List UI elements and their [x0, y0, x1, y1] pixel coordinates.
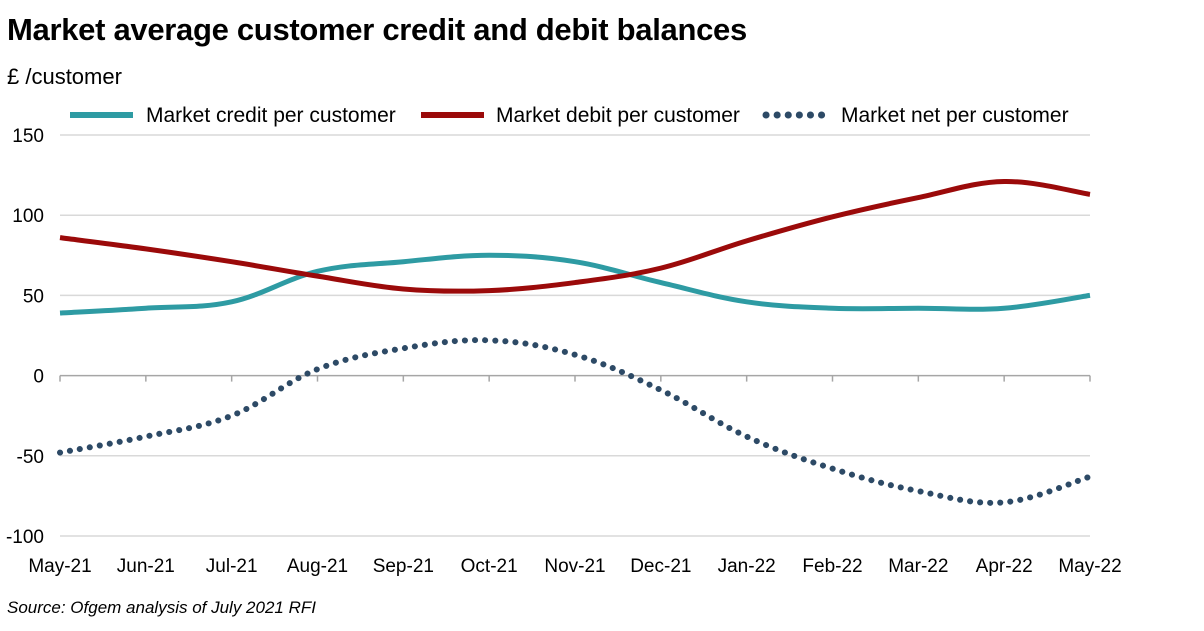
y-tick-label: -50 [17, 447, 44, 468]
x-tick-label: Oct-21 [461, 556, 518, 577]
series-line-1 [59, 252, 1091, 316]
chart-title: Market average customer credit and debit… [7, 12, 747, 47]
x-tick-label: May-22 [1058, 556, 1121, 577]
x-tick-label: Jan-22 [718, 556, 776, 577]
x-tick-label: May-21 [28, 556, 91, 577]
data-point [145, 436, 146, 437]
x-tick-label: Dec-21 [630, 556, 691, 577]
x-tick-label: Feb-22 [802, 556, 862, 577]
legend-label: Market debit per customer [496, 104, 740, 127]
y-tick-label: -100 [6, 527, 44, 548]
x-tick-label: Jul-21 [206, 556, 258, 577]
series-lines [57, 179, 1093, 506]
series-line-3 [57, 337, 1093, 506]
x-tick-label: Aug-21 [287, 556, 348, 577]
legend-item-2: Market debit per customer [421, 104, 740, 127]
x-tick-label: Apr-22 [976, 556, 1033, 577]
y-tick-label: 0 [33, 367, 44, 388]
legend: Market credit per customer Market debit p… [70, 104, 1069, 127]
legend-item-1: Market credit per customer [70, 104, 396, 127]
x-tick-label: Nov-21 [544, 556, 605, 577]
x-axis [59, 374, 1091, 382]
legend-label: Market net per customer [841, 104, 1069, 127]
data-point [489, 340, 490, 341]
data-point [231, 415, 232, 416]
y-axis-ticks: 150 100 50 0 -50 -100 [6, 126, 44, 548]
y-tick-label: 100 [12, 206, 44, 227]
y-tick-label: 50 [23, 286, 44, 307]
legend-item-3: Market net per customer [762, 104, 1069, 127]
x-tick-label: Jun-21 [117, 556, 175, 577]
legend-label: Market credit per customer [146, 104, 396, 127]
series-line-2 [59, 179, 1091, 294]
x-axis-ticks: May-21 Jun-21 Jul-21 Aug-21 Sep-21 Oct-21 Nov-… [28, 556, 1121, 577]
y-axis-unit-label: £ /customer [7, 64, 122, 89]
data-point [1004, 502, 1005, 503]
y-tick-label: 150 [12, 126, 44, 147]
x-tick-label: Mar-22 [888, 556, 948, 577]
x-tick-label: Sep-21 [373, 556, 434, 577]
source-note: Source: Ofgem analysis of July 2021 RFI [7, 598, 316, 617]
gridlines [60, 134, 1090, 537]
